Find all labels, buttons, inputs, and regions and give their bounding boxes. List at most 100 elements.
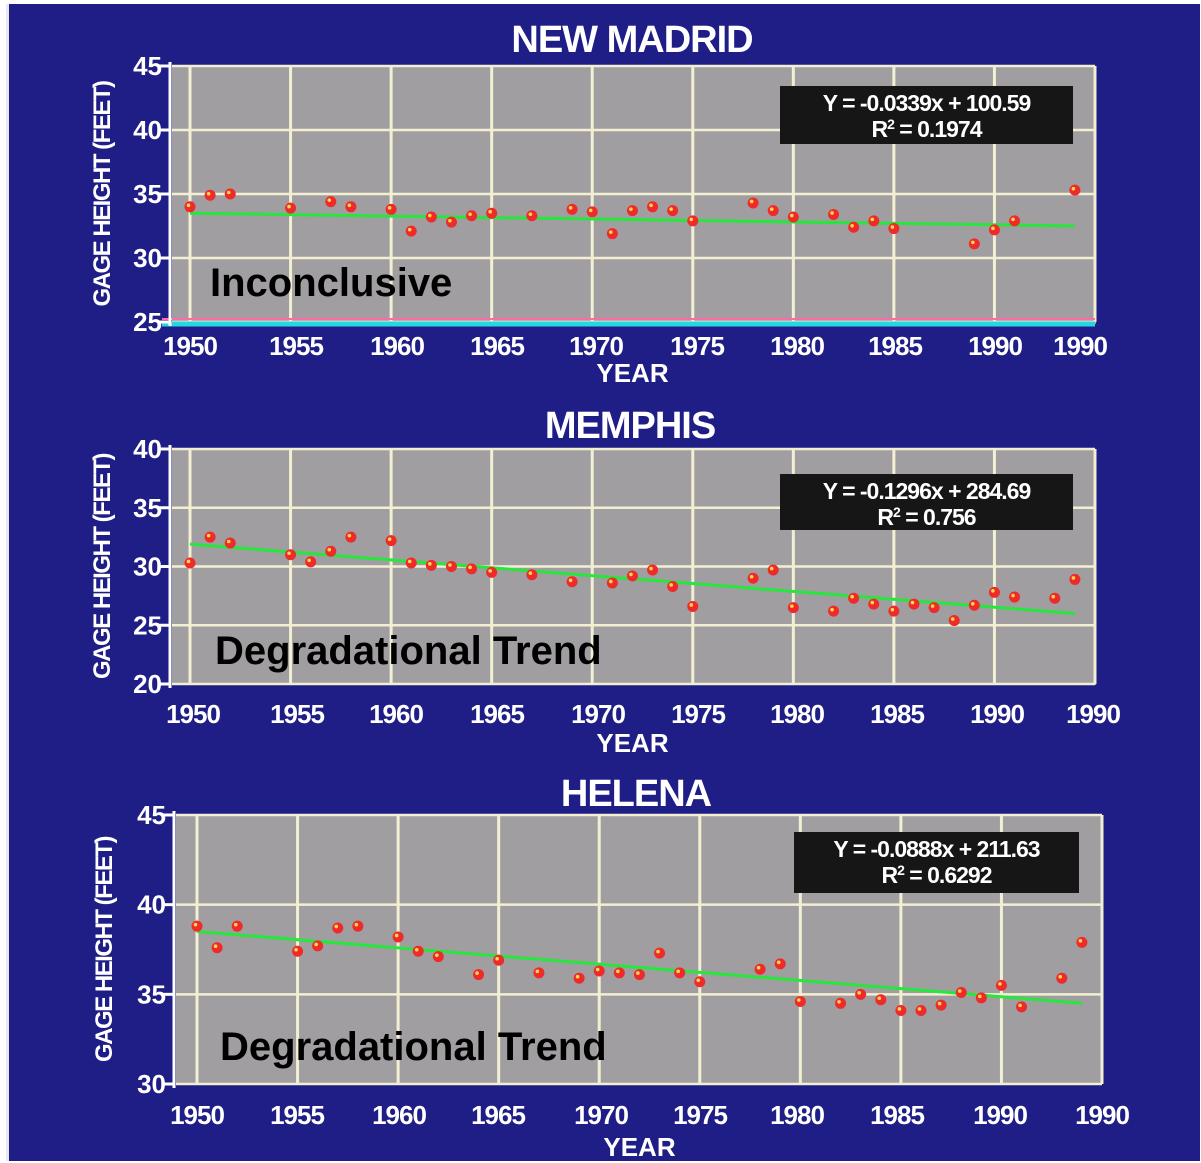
x-tick-label: 1990: [968, 331, 1022, 361]
data-point: [667, 205, 679, 217]
x-tick-label: 1990: [1066, 699, 1120, 729]
data-point: [626, 570, 638, 582]
data-point: [1049, 592, 1061, 604]
data-point: [573, 972, 585, 984]
data-point: [184, 201, 196, 213]
x-tick-label: 1970: [574, 1100, 628, 1130]
data-point: [305, 556, 317, 568]
x-tick-label: 1955: [270, 1100, 324, 1130]
regression-equation: Y = -0.0888x + 211.63: [833, 836, 1039, 862]
data-point: [606, 228, 618, 240]
data-point: [405, 225, 417, 237]
equation-box: [794, 832, 1079, 893]
y-tick-label: 35: [137, 979, 166, 1009]
data-point: [667, 580, 679, 592]
x-tick-label: 1960: [369, 699, 423, 729]
x-tick-label: 1980: [770, 1100, 824, 1130]
x-tick-label: 1980: [770, 331, 824, 361]
data-point: [687, 215, 699, 227]
data-point: [224, 188, 236, 200]
data-point: [445, 216, 457, 228]
y-tick-label: 45: [137, 800, 166, 830]
data-point: [385, 203, 397, 215]
trend-annotation: Degradational Trend: [215, 629, 602, 673]
data-point: [875, 994, 887, 1006]
data-point: [1069, 573, 1081, 585]
data-point: [224, 537, 236, 549]
x-tick-label: 1970: [571, 699, 625, 729]
data-point: [432, 951, 444, 963]
data-point: [687, 600, 699, 612]
x-tick-label: 1980: [770, 699, 824, 729]
data-point: [787, 211, 799, 223]
data-point: [754, 963, 766, 975]
data-point: [1009, 215, 1021, 227]
equation-box: [780, 86, 1073, 144]
x-tick-label: 1990: [1075, 1100, 1129, 1130]
y-tick-label: 35: [133, 493, 162, 523]
x-tick-label: 1965: [470, 331, 524, 361]
data-point: [747, 197, 759, 209]
data-point: [204, 189, 216, 201]
y-axis-label: GAGE HEIGHT (FEET): [91, 836, 118, 1062]
x-axis-label: YEAR: [596, 358, 668, 388]
y-tick-label: 30: [133, 243, 162, 273]
data-point: [895, 1004, 907, 1016]
trend-annotation: Inconclusive: [210, 261, 452, 305]
data-point: [828, 605, 840, 617]
data-point: [955, 987, 967, 999]
data-point: [473, 969, 485, 981]
data-point: [566, 203, 578, 215]
x-tick-label: 1965: [471, 1100, 525, 1130]
x-tick-label: 1985: [870, 699, 924, 729]
x-tick-label: 1990: [973, 1100, 1027, 1130]
x-axis-label: YEAR: [603, 1132, 675, 1162]
data-point: [425, 211, 437, 223]
data-point: [613, 967, 625, 979]
data-point: [968, 238, 980, 250]
data-point: [767, 564, 779, 576]
data-point: [654, 947, 666, 959]
data-point: [486, 566, 498, 578]
data-point: [915, 1004, 927, 1016]
data-point: [325, 196, 337, 208]
data-point: [835, 997, 847, 1009]
data-point: [975, 992, 987, 1004]
data-point: [747, 572, 759, 584]
data-point: [493, 954, 505, 966]
trend-annotation: Degradational Trend: [220, 1025, 607, 1069]
x-tick-label: 1950: [170, 1100, 224, 1130]
data-point: [988, 586, 1000, 598]
chart-title: MEMPHIS: [545, 405, 715, 447]
data-point: [995, 979, 1007, 991]
x-tick-label: 1975: [671, 699, 725, 729]
data-point: [767, 205, 779, 217]
data-point: [674, 967, 686, 979]
data-point: [626, 205, 638, 217]
data-point: [312, 940, 324, 952]
data-point: [633, 969, 645, 981]
y-tick-label: 25: [133, 610, 162, 640]
data-point: [694, 976, 706, 988]
data-point: [392, 931, 404, 943]
data-point: [405, 557, 417, 569]
data-point: [566, 576, 578, 588]
data-point: [586, 206, 598, 218]
data-point: [1016, 1001, 1028, 1013]
data-point: [466, 210, 478, 222]
y-tick-label: 40: [133, 115, 162, 145]
data-point: [385, 535, 397, 547]
data-point: [848, 592, 860, 604]
data-point: [526, 210, 538, 222]
data-point: [1009, 591, 1021, 603]
x-tick-label: 1985: [870, 1100, 924, 1130]
data-point: [533, 967, 545, 979]
data-point: [787, 602, 799, 614]
data-point: [285, 202, 297, 214]
data-point: [1076, 936, 1088, 948]
data-point: [606, 577, 618, 589]
data-point: [1069, 184, 1081, 196]
y-tick-label: 30: [133, 552, 162, 582]
